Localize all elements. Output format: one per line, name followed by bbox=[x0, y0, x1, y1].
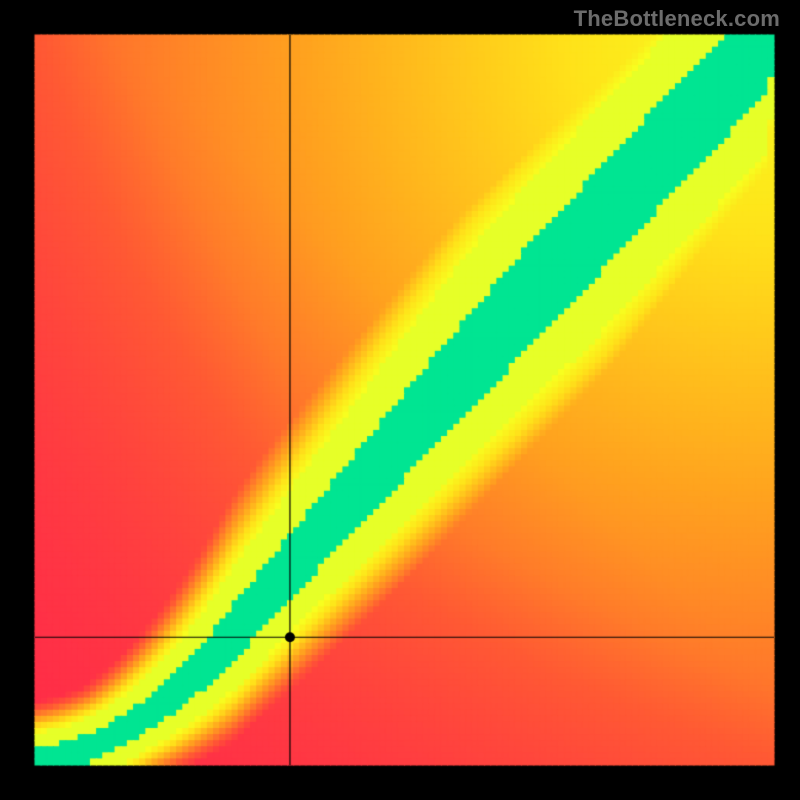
watermark-text: TheBottleneck.com bbox=[574, 6, 780, 32]
chart-container: { "watermark": "TheBottleneck.com", "plo… bbox=[0, 0, 800, 800]
bottleneck-heatmap bbox=[0, 0, 800, 800]
